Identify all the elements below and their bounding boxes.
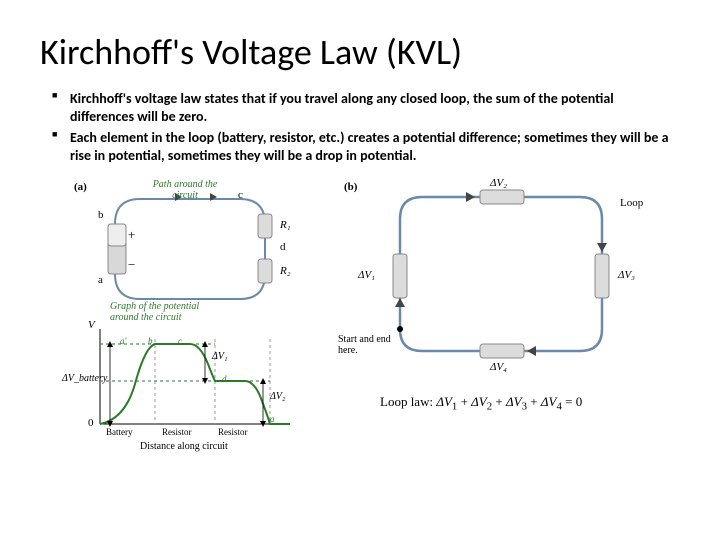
dv2-label: ΔV₂: [270, 391, 285, 402]
node-c: c: [238, 189, 243, 201]
figure-b-svg: [340, 179, 660, 459]
x-r2: Resistor: [218, 427, 248, 437]
caption-graph: Graph of the potential around the circui…: [110, 301, 230, 323]
ga2: a: [270, 414, 275, 424]
panel-label-b: (b): [344, 181, 357, 193]
gb2: b: [148, 336, 153, 346]
gb: a': [120, 336, 126, 346]
dv1-b: ΔV₁: [358, 269, 375, 281]
dv4-b: ΔV₄: [490, 361, 507, 373]
gd: d: [222, 374, 227, 384]
figure-a: (a) Path around the circuit a b c d R₁ R…: [70, 179, 320, 459]
v-axis-label: V: [88, 319, 95, 331]
x-battery: Battery: [106, 427, 133, 437]
dv1-label: ΔV₁: [212, 351, 227, 362]
circuit-loop: [108, 193, 272, 299]
dv2-b: ΔV₂: [490, 177, 507, 189]
battery-plus: +: [128, 227, 135, 243]
loop-label: Loop: [620, 197, 643, 209]
r2-label: R₂: [280, 265, 291, 277]
node-d: d: [280, 241, 286, 253]
gc: c: [178, 336, 182, 346]
battery-minus: −: [128, 257, 135, 273]
panel-label-a: (a): [74, 181, 87, 193]
potential-graph: [100, 329, 290, 427]
loop-equation: Loop law: ΔV1 + ΔV2 + ΔV3 + ΔV4 = 0: [380, 394, 582, 413]
r1-label: R₁: [280, 219, 291, 231]
dv3-b: ΔV₃: [618, 269, 635, 281]
x-axis-label: Distance along circuit: [140, 441, 228, 452]
figures-row: (a) Path around the circuit a b c d R₁ R…: [40, 174, 680, 459]
bullet-list: Kirchhoff's voltage law states that if y…: [52, 90, 680, 164]
loop-circuit: [393, 190, 609, 358]
caption-top: Path around the circuit: [140, 179, 230, 201]
bullet-item: Each element in the loop (battery, resis…: [52, 129, 680, 164]
node-a: a: [98, 274, 103, 286]
figure-b: (b) Loop ΔV₂ ΔV₃ ΔV₄ ΔV₁ Start and end h…: [340, 179, 660, 459]
dv-battery-label: ΔV_battery: [62, 373, 107, 384]
bullet-item: Kirchhoff's voltage law states that if y…: [52, 90, 680, 125]
zero-label: 0: [88, 417, 94, 429]
page-title: Kirchhoff's Voltage Law (KVL): [40, 30, 680, 74]
node-b: b: [98, 209, 104, 221]
x-r1: Resistor: [162, 427, 192, 437]
slide: Kirchhoff's Voltage Law (KVL) Kirchhoff'…: [0, 0, 720, 540]
start-end-label: Start and end here.: [338, 334, 396, 356]
